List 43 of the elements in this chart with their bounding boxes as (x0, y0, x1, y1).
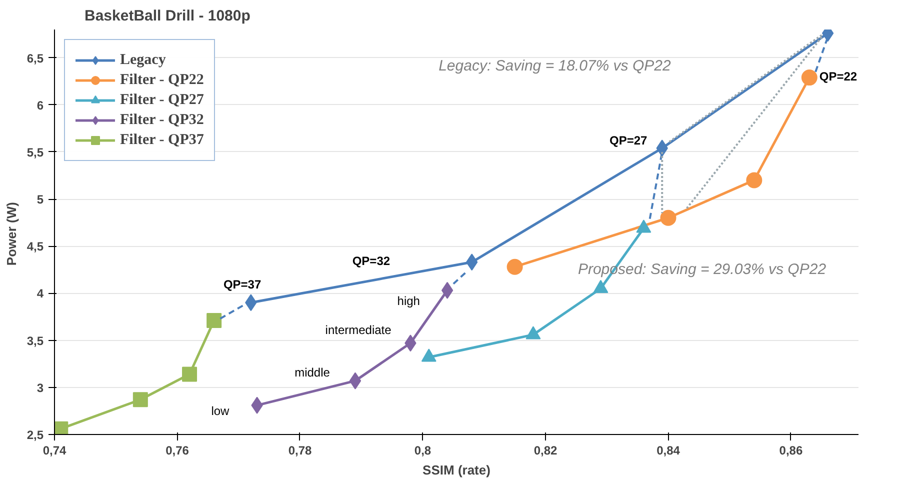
x-tick-label: 0,74 (42, 444, 67, 458)
y-tick-label: 2,5 (26, 428, 44, 442)
annotation: low (211, 404, 230, 418)
x-tick-label: 0,82 (534, 444, 558, 458)
x-tick-label: 0,76 (166, 444, 190, 458)
x-tick-label: 0,84 (656, 444, 680, 458)
point (660, 210, 676, 226)
legend-label: Filter - QP27 (120, 92, 204, 108)
point (746, 172, 762, 188)
y-tick-label: 6,5 (26, 51, 44, 66)
legend-label: Legacy (120, 52, 166, 68)
point (206, 313, 222, 328)
y-axis-title: Power (W) (4, 202, 19, 266)
chart-title: BasketBall Drill - 1080p (84, 8, 250, 24)
y-tick-label: 4,5 (26, 240, 44, 254)
x-axis-title: SSIM (rate) (422, 462, 490, 478)
point (54, 421, 68, 434)
x-tick-label: 0,8 (414, 444, 432, 458)
annotation: QP=22 (819, 70, 858, 84)
annotation: QP=32 (352, 254, 390, 268)
legend-label: Filter - QP32 (120, 112, 204, 128)
y-tick-label: 3 (36, 380, 44, 395)
annotation: QP=37 (223, 278, 262, 292)
annotation: high (397, 294, 420, 308)
y-tick-label: 6 (36, 98, 44, 112)
x-tick-label: 0,78 (288, 444, 312, 458)
annotation: middle (294, 365, 330, 380)
x-tick-label: 0,86 (779, 444, 803, 458)
y-tick-label: 5,5 (26, 145, 44, 160)
y-tick-label: 4 (36, 286, 44, 301)
point (801, 70, 818, 86)
annotation: Legacy: Saving = 18.07% vs QP22 (438, 58, 672, 75)
annotation: QP=27 (610, 134, 648, 148)
y-tick-label: 5 (36, 192, 44, 207)
point (506, 258, 523, 275)
legend-label: Filter - QP22 (120, 72, 204, 88)
point (441, 282, 454, 299)
point (132, 392, 148, 408)
legend-label: Filter - QP37 (120, 132, 204, 148)
point (182, 366, 198, 382)
point (349, 372, 362, 390)
y-tick-label: 3,5 (26, 334, 44, 348)
annotation: intermediate (325, 322, 392, 337)
